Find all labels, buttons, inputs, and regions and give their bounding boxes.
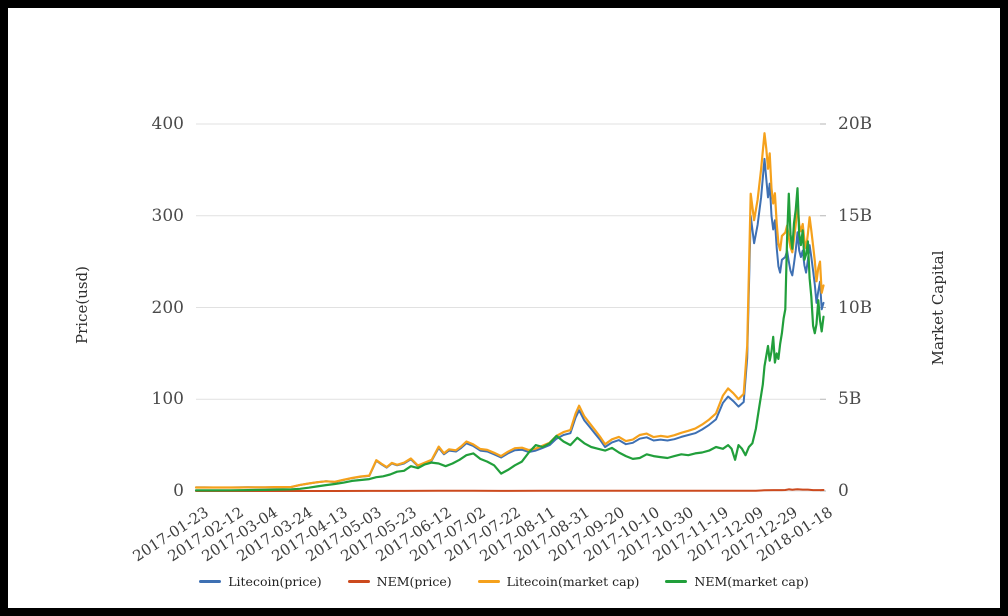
series-lines: [194, 132, 825, 492]
series-line-litecoin-price-: [195, 157, 825, 489]
gridlines: [196, 123, 820, 492]
series-line-litecoin-market-cap-: [194, 132, 825, 489]
series-line-nem-market-cap-: [194, 187, 825, 492]
series-line-nem-price-: [195, 488, 825, 492]
